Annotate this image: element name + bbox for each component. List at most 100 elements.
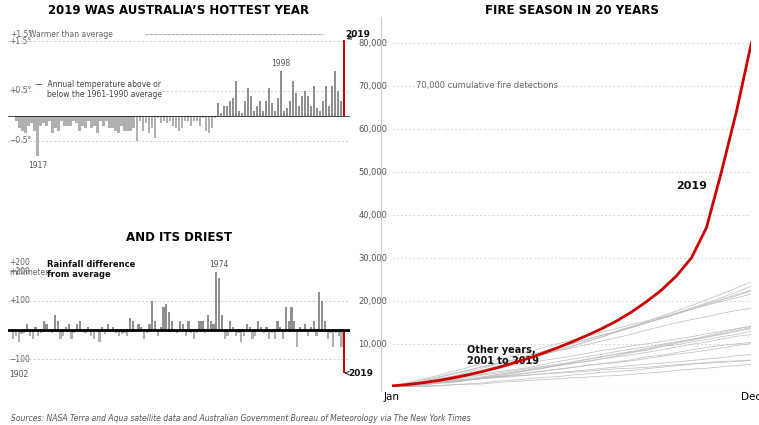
Bar [61,116,63,121]
Bar [318,292,320,330]
Bar [271,103,273,116]
Bar [274,330,276,339]
Bar [102,116,105,126]
Bar [138,116,141,121]
Text: Rainfall difference
from average: Rainfall difference from average [46,260,135,279]
Bar [228,101,231,116]
Bar [335,330,337,333]
Bar [46,116,48,126]
Text: 2019: 2019 [345,30,370,39]
Bar [249,327,250,330]
Bar [313,321,315,330]
Bar [118,330,120,336]
Bar [65,327,67,330]
Bar [271,330,273,333]
Bar [229,321,231,330]
Bar [196,116,198,121]
Bar [276,99,279,116]
Bar [147,116,150,133]
Bar [316,108,318,116]
Bar [12,330,14,339]
Bar [247,88,249,116]
Bar [136,116,138,141]
Text: —  Annual temperature above or
     below the 1961-1990 average: — Annual temperature above or below the … [35,80,162,99]
Bar [316,330,317,336]
Bar [68,324,70,330]
Bar [118,116,120,133]
Bar [36,116,39,156]
Bar [159,327,162,330]
Bar [159,116,162,123]
Bar [190,116,192,126]
Bar [291,81,294,116]
Bar [342,40,345,116]
Bar [181,116,183,128]
Bar [153,116,156,138]
Bar [221,315,223,330]
Bar [109,330,112,332]
Bar [146,330,148,333]
Bar [175,116,177,128]
Bar [298,106,300,116]
Bar [202,116,204,118]
Bar [310,327,312,330]
Bar [59,330,61,339]
Bar [301,96,303,116]
Bar [235,81,237,116]
Bar [199,116,201,126]
Bar [216,103,219,116]
Bar [64,116,66,126]
Bar [262,111,264,116]
Bar [265,101,267,116]
Bar [33,116,36,131]
Bar [193,330,195,339]
Bar [268,88,270,116]
Bar [260,327,262,330]
Bar [132,321,134,330]
Text: 2019: 2019 [676,181,707,191]
Bar [140,327,142,330]
Bar [244,101,246,116]
Bar [84,116,87,128]
Bar [191,330,192,333]
Bar [187,321,190,330]
Text: −100: −100 [9,354,30,363]
Bar [67,116,69,126]
Bar [184,116,186,121]
Bar [213,116,216,118]
Text: −0.5°: −0.5° [9,136,31,145]
Bar [224,330,225,339]
Bar [52,116,54,133]
Bar [34,327,36,330]
Bar [90,330,92,336]
Bar [87,327,90,330]
Bar [251,330,254,339]
Bar [207,116,210,133]
Bar [20,330,23,334]
Bar [243,330,245,336]
Bar [81,116,83,126]
Bar [157,330,159,336]
Bar [210,116,213,128]
Bar [24,116,27,133]
Bar [171,321,173,330]
Text: 1917: 1917 [28,161,47,170]
Bar [27,116,30,126]
Bar [279,71,282,116]
Bar [304,91,306,116]
Bar [307,96,309,116]
Bar [246,324,248,330]
Bar [76,324,78,330]
Bar [334,71,336,116]
Bar [87,116,90,121]
Text: +200: +200 [9,267,30,276]
Bar [40,330,42,333]
Bar [196,330,198,333]
Bar [75,116,78,123]
Bar [238,111,240,116]
Bar [74,330,75,333]
Bar [93,116,96,126]
Bar [162,306,165,330]
Bar [96,116,99,133]
Bar [26,324,28,330]
